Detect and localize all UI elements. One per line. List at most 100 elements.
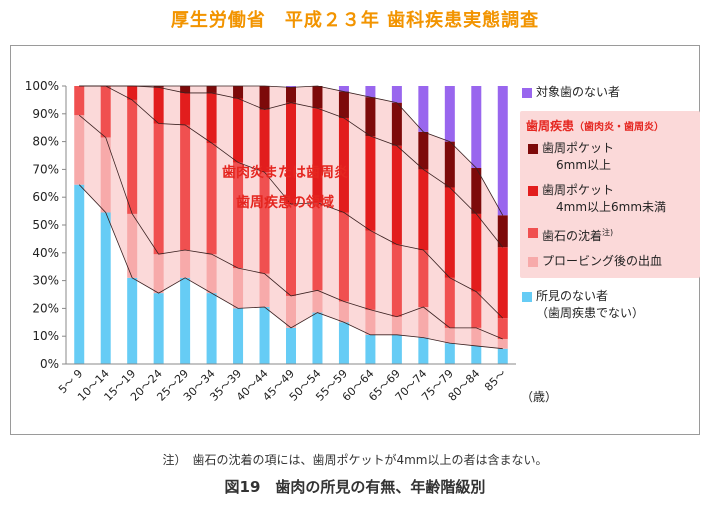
legend-swatch <box>522 88 532 98</box>
y-tick-label: 30% <box>32 274 59 288</box>
bar-segment <box>100 212 111 364</box>
bar-segment <box>153 87 164 124</box>
bar-segment <box>338 212 349 302</box>
bar-segment <box>391 102 402 146</box>
legend-swatch <box>522 292 532 302</box>
bar-segment <box>206 293 217 364</box>
bar-segment <box>338 322 349 364</box>
bar-segment <box>365 309 376 335</box>
bar-segment <box>259 273 270 308</box>
bar-segment <box>286 295 296 328</box>
bar-segment <box>418 337 429 364</box>
annotation-line-2: 歯周疾患の領域 <box>236 194 334 211</box>
boundary-line <box>78 114 503 340</box>
y-tick-label: 60% <box>32 190 59 204</box>
bar-segment <box>233 86 244 99</box>
bar-segment <box>471 213 482 292</box>
stacked-bar-chart: 0%10%20%30%40%50%60%70%80%90%100% 5～ 910… <box>25 79 557 404</box>
bar-segment <box>286 102 296 205</box>
boundary-line <box>79 85 504 248</box>
bar-segment <box>180 92 191 125</box>
footnote: 注） 歯石の沈着の項には、歯周ポケットが4mm以上の者は含まない。 <box>162 453 548 467</box>
y-tick-label: 70% <box>32 162 59 176</box>
figure-caption: 図19 歯肉の所見の有無、年齢階級別 <box>224 478 486 496</box>
legend-group-title: 歯周疾患（歯肉炎・歯周炎） <box>526 119 665 133</box>
legend: 対象歯のない者 歯周疾患（歯肉炎・歯周炎） 歯周ポケット 6mm以上 歯周ポケッ… <box>520 84 700 322</box>
bar-segment <box>74 184 85 364</box>
legend-item-healthy: 所見のない者 （歯周疾患でない） <box>520 288 700 322</box>
bar-segment <box>127 86 138 100</box>
x-axis-unit: （歳） <box>521 390 557 404</box>
bar-segment <box>312 86 323 109</box>
legend-item-pocket-4mm: 歯周ポケット 4mm以上6mm未満 <box>526 182 696 216</box>
bar-segment <box>391 334 402 364</box>
bar-segment <box>444 86 455 142</box>
bar-segment <box>259 172 270 274</box>
legend-label: 所見のない者 <box>536 289 609 303</box>
bar-segment <box>497 318 508 339</box>
boundary-line <box>78 184 503 350</box>
legend-sublabel: 6mm以上 <box>556 158 612 172</box>
bar-segment <box>127 99 138 214</box>
bar-segment <box>312 108 323 203</box>
bar-segment <box>418 131 429 170</box>
bar-segment <box>418 86 429 132</box>
bar-segment <box>233 268 244 309</box>
y-tick-label: 90% <box>32 107 59 121</box>
boundary-line <box>79 85 504 216</box>
legend-sublabel: （歯周疾患でない） <box>536 306 645 320</box>
legend-swatch <box>528 228 538 238</box>
annotation-line-1: 歯肉炎または歯周炎 <box>222 164 348 181</box>
legend-item-no-teeth: 対象歯のない者 <box>520 84 700 101</box>
bar-segment <box>312 290 323 313</box>
legend-swatch <box>528 257 538 267</box>
legend-sublabel: 4mm以上6mm未満 <box>556 200 667 214</box>
bar-segment <box>365 97 376 137</box>
y-tick-label: 50% <box>32 218 59 232</box>
y-tick-label: 20% <box>32 301 59 315</box>
bar-segment <box>418 250 429 308</box>
bar-segment <box>338 91 349 118</box>
page-title: 厚生労働省 平成２３年 歯科疾患実態調査 <box>170 10 540 31</box>
legend-label: 歯周ポケット <box>542 183 615 197</box>
bar-segment <box>471 168 482 214</box>
bar-segment <box>418 169 429 251</box>
bar-segment <box>206 92 217 143</box>
bar-segment <box>471 86 482 169</box>
bar-segment <box>338 86 349 92</box>
bar-segment <box>471 327 482 346</box>
bar-segment <box>127 277 138 364</box>
bar-segment <box>497 247 508 319</box>
legend-label: 歯石の沈着 <box>542 229 603 243</box>
bar-segment <box>233 308 244 364</box>
bar-segment <box>471 291 482 328</box>
bar-segment <box>312 312 323 364</box>
bar-segment <box>418 307 429 338</box>
bar-segment <box>153 293 164 364</box>
bar-segment <box>100 137 111 213</box>
legend-periodontal-group: 歯周疾患（歯肉炎・歯周炎） 歯周ポケット 6mm以上 歯周ポケット 4mm以上6… <box>520 111 700 278</box>
bar-segment <box>153 86 164 88</box>
bar-segment <box>74 86 85 116</box>
bar-segment <box>365 230 376 310</box>
bar-segment <box>365 334 376 364</box>
bar-segment <box>127 213 138 278</box>
bar-segment <box>497 86 508 216</box>
legend-item-bleeding: プロービング後の出血 <box>526 253 696 270</box>
bar-segment <box>286 204 296 296</box>
legend-item-pocket-6mm: 歯周ポケット 6mm以上 <box>526 140 696 174</box>
bar-segment <box>153 123 164 255</box>
bar-segment <box>286 86 296 88</box>
bar-segment <box>391 316 402 335</box>
legend-label: 対象歯のない者 <box>536 85 621 99</box>
bar-segment <box>259 86 270 110</box>
bar-segment <box>497 338 508 349</box>
legend-label: 歯周ポケット <box>542 141 615 155</box>
y-tick-label: 100% <box>25 79 59 93</box>
bar-segment <box>338 301 349 323</box>
bar-segment <box>233 98 244 163</box>
bar-segment <box>286 327 296 364</box>
bar-segment <box>444 343 455 364</box>
bar-segment <box>497 215 508 248</box>
bar-segment <box>471 345 482 364</box>
